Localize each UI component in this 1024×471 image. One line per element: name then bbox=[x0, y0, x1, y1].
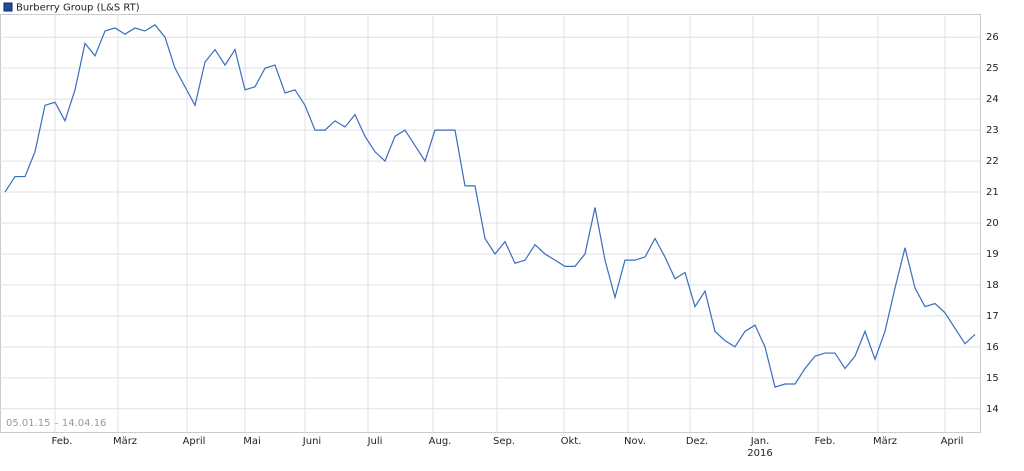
x-tick-label: Nov. bbox=[624, 436, 646, 447]
x-tick-label: Feb. bbox=[815, 436, 836, 447]
y-tick-label: 26 bbox=[986, 32, 999, 43]
x-tick-label: Jan. bbox=[750, 436, 770, 447]
legend-swatch bbox=[3, 2, 13, 12]
year-label: 2016 bbox=[747, 448, 772, 459]
y-tick-label: 24 bbox=[986, 94, 999, 105]
legend-label: Burberry Group (L&S RT) bbox=[16, 3, 140, 14]
y-tick-label: 21 bbox=[986, 187, 999, 198]
y-tick-label: 16 bbox=[986, 342, 999, 353]
y-tick-label: 17 bbox=[986, 311, 999, 322]
x-tick-label: Dez. bbox=[686, 436, 708, 447]
y-tick-label: 20 bbox=[986, 218, 999, 229]
y-tick-label: 19 bbox=[986, 249, 999, 260]
x-tick-label: Juli bbox=[367, 436, 383, 447]
y-tick-label: 15 bbox=[986, 373, 999, 384]
price-line bbox=[4, 24, 976, 388]
y-tick-label: 18 bbox=[986, 280, 999, 291]
x-tick-label: März bbox=[113, 436, 137, 447]
x-tick-label: Okt. bbox=[561, 436, 582, 447]
y-tick-label: 25 bbox=[986, 63, 999, 74]
y-tick-label: 23 bbox=[986, 125, 999, 136]
date-range: 05.01.15 – 14.04.16 bbox=[6, 418, 106, 429]
x-tick-label: Mai bbox=[243, 436, 261, 447]
y-tick-label: 14 bbox=[986, 404, 999, 415]
x-tick-label: März bbox=[873, 436, 897, 447]
x-tick-label: Juni bbox=[302, 436, 321, 447]
x-tick-label: April bbox=[941, 436, 964, 447]
x-tick-label: Aug. bbox=[429, 436, 452, 447]
y-tick-label: 22 bbox=[986, 156, 999, 167]
x-tick-label: Feb. bbox=[52, 436, 73, 447]
x-tick-label: Sep. bbox=[493, 436, 515, 447]
x-tick-label: April bbox=[183, 436, 206, 447]
